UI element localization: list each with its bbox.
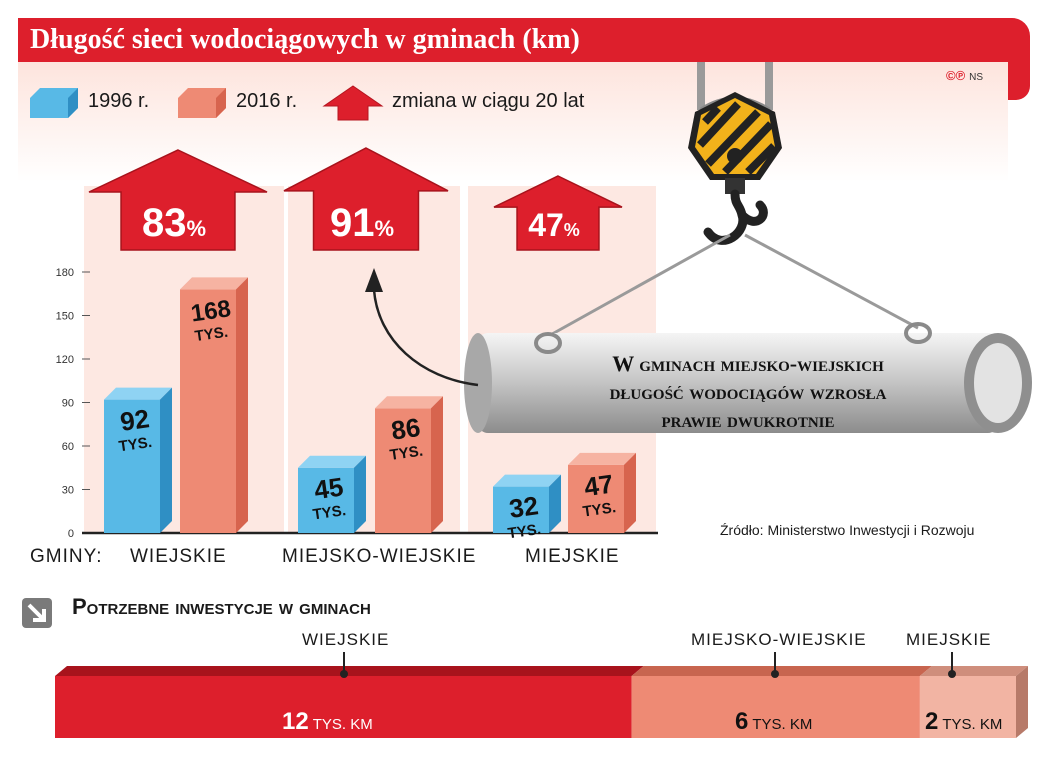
investment-label-wiejskie: WIEJSKIE [302,630,390,649]
bar-value-label: 47 [582,469,615,503]
bar-top [568,452,636,465]
bar-unit-label: TYS. [507,521,542,542]
callout-line-3: prawie dwukrotnie [661,407,835,432]
investment-segment-top [55,666,644,676]
bar [104,399,160,533]
bar [493,486,549,533]
investment-label-miejsko-wiejskie: MIEJSKO-WIEJSKIE [691,630,867,649]
investment-pointer-dot [771,670,779,678]
investment-number: 6 [735,708,749,735]
investment-value-wiejskie: 12 TYS. KM [282,708,373,736]
chart-title: Długość sieci wodociągowych w gminach (k… [30,24,580,55]
copyright-author: NS [969,72,984,83]
bar-side [354,455,366,533]
bar-value-label: 92 [118,403,151,437]
investments-title: Potrzebne inwestycje w gminach [72,594,371,619]
legend-swatch-1996 [30,88,78,118]
banner-tail [1008,40,1030,100]
y-tick-label: 60 [62,441,74,453]
y-tick-label: 150 [56,311,74,323]
bar [298,467,354,533]
investments-bar [55,652,1028,738]
bar-value-label: 45 [312,471,345,505]
bar [180,289,236,533]
y-tick-label: 0 [68,528,74,540]
change-arrow-icon [493,175,623,251]
change-label: 47% [528,207,580,243]
investment-bar-side [1016,666,1028,738]
legend-arrow-icon [322,85,384,121]
change-label: 83% [142,201,206,245]
bar-unit-label: TYS. [194,324,229,345]
change-arrows: 83% 91% 47% [88,147,623,251]
y-tick-label: 180 [56,267,74,279]
y-tick-label: 90 [62,398,74,410]
investment-unit: TYS. KM [312,716,373,733]
investment-pointer-dot [948,670,956,678]
investment-value-miejsko-wiejskie: 6 TYS. KM [735,708,812,736]
callout-text: W gminach miejsko-wiejskich długość wodo… [488,350,1008,434]
y-tick-label: 30 [62,485,74,497]
callout-line-1: W gminach miejsko-wiejskich [612,351,884,376]
investment-pointer-dot [340,670,348,678]
investment-label-miejskie: MIEJSKIE [906,630,992,649]
category-label-wiejskie: WIEJSKIE [130,546,227,567]
bar-side [549,474,561,533]
bar-side [160,387,172,533]
bar [375,408,431,533]
investment-number: 12 [282,708,309,735]
bar-top [104,387,172,400]
bar-value-label: 32 [507,490,540,524]
bar [568,464,624,533]
bar-side [236,277,248,533]
investment-segment [55,676,632,738]
bar-unit-label: TYS. [582,499,617,520]
y-tick-label: 120 [56,354,74,366]
category-label-miejsko-wiejskie: MIEJSKO-WIEJSKIE [282,546,477,567]
legend-label-2016: 2016 r. [236,90,298,112]
bar-side [624,452,636,533]
x-axis-prefix: GMINY: [30,546,103,567]
category-label-miejskie: MIEJSKIE [525,546,620,567]
callout-line-2: długość wodociągów wzrosła [609,379,887,404]
investment-segment-top [631,666,932,676]
bar-unit-label: TYS. [389,443,424,464]
change-arrow-icon [283,147,449,251]
legend-label-change: zmiana w ciągu 20 lat [392,90,585,112]
bar-top [180,277,248,290]
bar-value-label: 86 [389,412,422,446]
bar-side [431,396,443,533]
bar-value-label: 168 [189,295,232,327]
bar-top [375,396,443,409]
investment-unit: TYS. KM [752,716,813,733]
investment-number: 2 [925,708,939,735]
legend-swatch-2016 [178,88,226,118]
investment-segment [631,676,920,738]
crane-hook-icon [688,62,782,245]
arrow-down-right-icon [22,598,52,628]
bar-top [298,455,366,468]
investment-segment [919,676,1016,738]
change-arrow-icon [88,149,268,251]
copyright-mark: ©℗ NS [946,68,983,83]
bar-unit-label: TYS. [118,434,153,455]
investment-value-miejskie: 2 TYS. KM [925,708,1002,736]
title-banner [18,18,1030,62]
pipe-illustration [464,322,1032,433]
bar-unit-label: TYS. [312,502,347,523]
copyright-symbols: ©℗ [946,68,966,83]
source-note: Źródło: Ministerstwo Inwestycji i Rozwoj… [720,522,975,538]
legend-label-1996: 1996 r. [88,90,150,112]
investment-segment-top [919,666,1028,676]
callout-arrow-icon [372,289,479,387]
bar-top [493,474,561,487]
change-label: 91% [330,201,394,245]
investment-unit: TYS. KM [942,716,1003,733]
y-axis: 0 30 60 90 120 150 180 [56,267,658,540]
